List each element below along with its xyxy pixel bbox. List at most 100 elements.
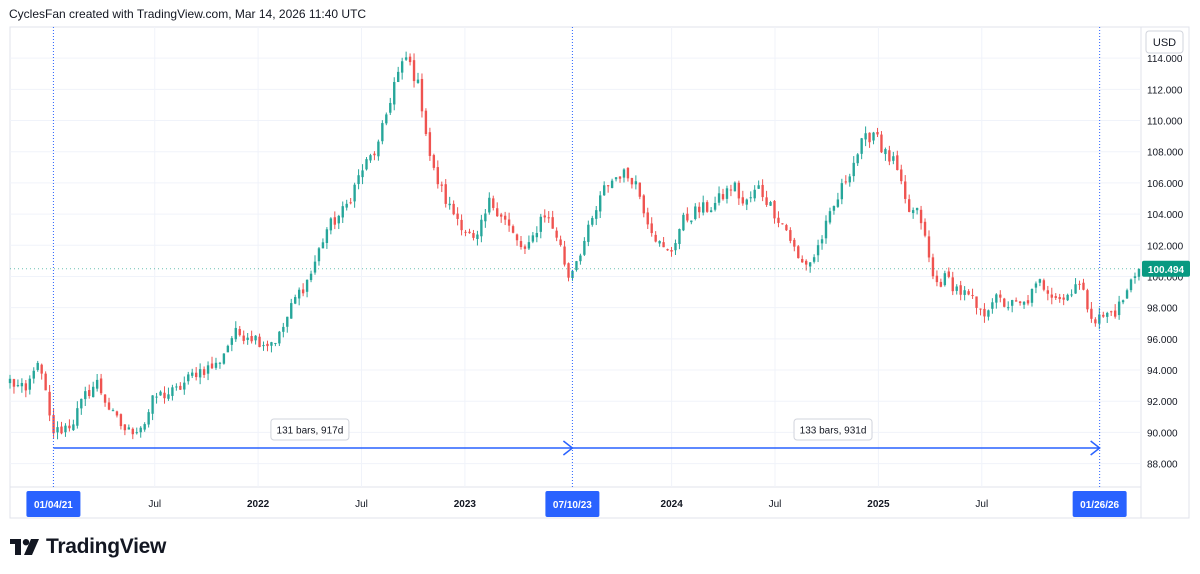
candle-body bbox=[531, 235, 535, 242]
candle bbox=[1042, 278, 1046, 292]
candle-body bbox=[448, 203, 451, 206]
candle bbox=[226, 344, 230, 353]
candle bbox=[725, 185, 729, 204]
candle-body bbox=[460, 219, 463, 231]
candle-body bbox=[1113, 310, 1117, 317]
measure-arrow[interactable]: 131 bars, 917d bbox=[53, 418, 574, 456]
candle-body bbox=[503, 215, 507, 220]
candle-body bbox=[393, 81, 396, 105]
candle bbox=[955, 284, 958, 295]
candle bbox=[369, 153, 372, 163]
candle-body bbox=[923, 221, 927, 236]
candle bbox=[915, 207, 919, 215]
candle-body bbox=[210, 363, 214, 369]
measure-arrow[interactable]: 133 bars, 931d bbox=[572, 418, 1101, 456]
candle bbox=[139, 426, 142, 438]
date-tag[interactable] bbox=[26, 491, 81, 517]
candle-body bbox=[733, 182, 737, 192]
candle bbox=[674, 239, 677, 255]
candle bbox=[848, 173, 851, 187]
last-price-label: 100.494 bbox=[1148, 265, 1185, 276]
candle-body bbox=[757, 185, 760, 189]
candle bbox=[797, 244, 800, 259]
candle-body bbox=[844, 181, 847, 183]
candle-body bbox=[1050, 294, 1053, 298]
candle bbox=[527, 235, 531, 251]
candle bbox=[1014, 297, 1018, 302]
candle bbox=[868, 132, 871, 148]
candle bbox=[595, 206, 598, 226]
candle bbox=[329, 217, 333, 235]
candle bbox=[111, 408, 115, 412]
candle bbox=[313, 255, 317, 275]
candle-body bbox=[321, 242, 325, 249]
candle-body bbox=[713, 202, 717, 210]
candle bbox=[896, 150, 899, 171]
candle-body bbox=[868, 132, 871, 143]
candle bbox=[440, 181, 443, 193]
candle bbox=[492, 195, 495, 211]
candle-body bbox=[686, 213, 689, 221]
candle bbox=[785, 223, 788, 232]
candle bbox=[702, 195, 705, 216]
candle bbox=[812, 254, 816, 264]
candle-body bbox=[622, 169, 626, 178]
candle-body bbox=[745, 199, 748, 205]
candle bbox=[1022, 300, 1026, 309]
currency-box[interactable] bbox=[1145, 30, 1184, 54]
candle bbox=[234, 321, 237, 342]
candle-body bbox=[68, 425, 71, 429]
candle-body bbox=[123, 424, 127, 431]
candle-body bbox=[840, 183, 844, 200]
candle bbox=[1078, 280, 1081, 290]
candle bbox=[135, 427, 138, 435]
brand-logo[interactable]: TradingView bbox=[10, 534, 166, 560]
candle bbox=[365, 157, 368, 171]
candle-body bbox=[801, 258, 804, 263]
candle bbox=[290, 298, 293, 319]
currency-label: USD bbox=[1153, 37, 1176, 49]
candle-body bbox=[777, 217, 780, 223]
candle bbox=[72, 419, 75, 431]
date-tag[interactable] bbox=[1072, 491, 1127, 517]
candle-body bbox=[1106, 312, 1109, 317]
candle bbox=[975, 296, 978, 315]
candle bbox=[119, 413, 123, 430]
candle-body bbox=[1125, 290, 1129, 299]
candle bbox=[460, 214, 463, 236]
candle bbox=[8, 374, 12, 389]
candle-body bbox=[297, 289, 301, 299]
candle-body bbox=[492, 198, 495, 208]
candle bbox=[884, 147, 887, 161]
date-tag[interactable] bbox=[545, 491, 600, 517]
candle-body bbox=[246, 337, 249, 340]
candle-body bbox=[856, 154, 859, 164]
candle bbox=[1133, 272, 1137, 284]
candle-body bbox=[317, 248, 321, 262]
candle bbox=[472, 229, 475, 241]
candle-body bbox=[488, 197, 491, 213]
y-tick-label: 102.000 bbox=[1147, 241, 1184, 252]
candle bbox=[1113, 304, 1117, 319]
candle-body bbox=[191, 372, 194, 376]
last-price-tag[interactable] bbox=[1142, 260, 1190, 277]
candle bbox=[1038, 278, 1042, 287]
candle bbox=[1137, 268, 1141, 281]
candle-body bbox=[389, 102, 392, 113]
candle-body bbox=[40, 364, 43, 374]
candle bbox=[163, 386, 166, 404]
candle bbox=[622, 168, 626, 183]
currency-selector[interactable]: USD bbox=[1145, 30, 1184, 54]
candle-body bbox=[404, 57, 408, 60]
candle-body bbox=[24, 383, 28, 391]
candle-body bbox=[76, 408, 79, 426]
candle bbox=[836, 192, 840, 208]
candle-body bbox=[911, 210, 915, 214]
candle-body bbox=[385, 114, 388, 124]
y-tick-label: 96.000 bbox=[1147, 335, 1178, 346]
candle-body bbox=[381, 123, 384, 142]
candle-body bbox=[365, 159, 368, 170]
candle bbox=[198, 363, 202, 385]
candle bbox=[511, 224, 515, 234]
